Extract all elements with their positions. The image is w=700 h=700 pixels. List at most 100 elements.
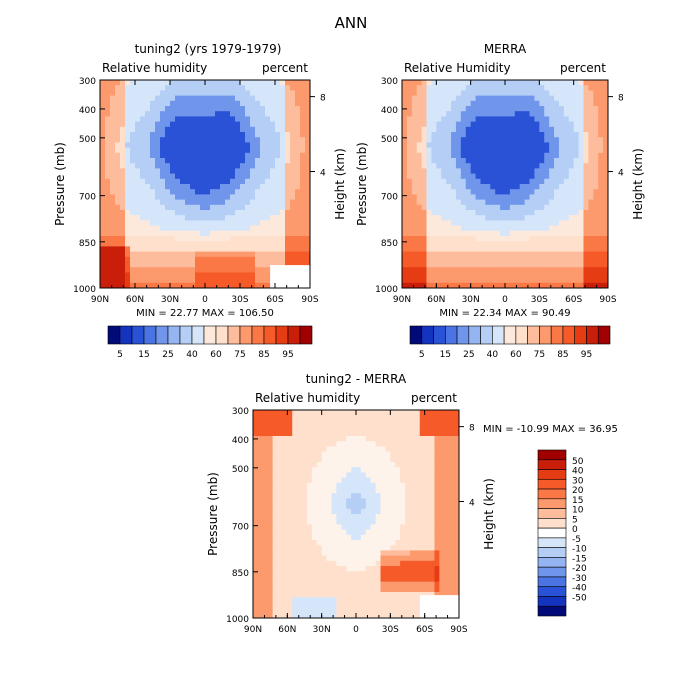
heatmap-cell [145,121,151,128]
heatmap-cell [573,256,579,263]
heatmap-cell [253,472,259,478]
heatmap-cell [505,236,511,242]
heatmap-cell [115,90,121,96]
heatmap-cell [311,560,318,567]
heatmap-cell [480,80,486,86]
heatmap-cell [351,425,357,432]
heatmap-cell [573,204,579,211]
heatmap-cell [292,534,298,541]
heatmap-cell [210,251,216,258]
heatmap-cell [524,251,530,258]
heatmap-cell [480,184,486,190]
heatmap-cell [539,158,545,164]
heatmap-cell [544,85,550,91]
heatmap-cell [524,158,530,164]
heatmap-cell [316,503,323,510]
heatmap-cell [544,116,550,122]
heatmap-cell [460,262,467,268]
heatmap-cell [544,152,550,159]
heatmap-cell [416,168,423,174]
heatmap-cell [416,126,423,133]
heatmap-cell [395,420,401,426]
heatmap-cell [140,132,146,138]
heatmap-cell [220,189,226,195]
heatmap-cell [573,147,579,154]
heatmap-cell [321,597,327,603]
heatmap-cell [519,199,526,206]
heatmap-cell [411,194,418,200]
heatmap-cell [265,126,271,133]
heatmap-cell [419,482,426,489]
heatmap-cell [105,277,111,284]
heatmap-cell [360,425,367,432]
heatmap-cell [519,116,526,122]
heatmap-cell [431,241,437,247]
heatmap-cell [451,277,457,284]
heatmap-cell [105,147,111,154]
heatmap-cell [563,116,570,122]
heatmap-cell [115,220,121,226]
heatmap-cell [603,189,609,195]
heatmap-cell [588,189,594,195]
heatmap-cell [409,602,416,608]
heatmap-cell [135,215,141,221]
heatmap-cell [260,282,266,289]
heatmap-cell [170,178,176,185]
heatmap-cell [395,581,401,588]
heatmap-cell [475,152,481,159]
heatmap-cell [426,256,432,263]
heatmap-cell [321,581,327,588]
heatmap-cell [375,410,381,416]
heatmap-cell [460,158,467,164]
heatmap-cell [195,168,201,174]
heatmap-cell [165,225,171,232]
heatmap-cell [115,106,121,112]
heatmap-cell [400,550,406,556]
heatmap-cell [331,488,337,494]
heatmap-cell [365,514,372,520]
heatmap-cell [110,80,116,86]
heatmap-cell [260,220,266,226]
heatmap-cell [255,163,261,169]
heatmap-cell [275,184,281,190]
heatmap-cell [240,132,246,138]
heatmap-cell [426,111,432,117]
heatmap-cell [341,441,347,447]
heatmap-cell [539,184,545,190]
heatmap-cell [519,100,526,107]
heatmap-cell [578,220,584,226]
heatmap-cell [451,189,457,195]
heatmap-cell [554,189,560,195]
heatmap-cell [300,142,306,148]
heatmap-cell [411,199,418,206]
heatmap-cell [220,163,226,169]
heatmap-cell [411,116,418,122]
heatmap-cell [267,529,274,536]
heatmap-cell [405,451,411,458]
heatmap-cell [321,493,327,499]
heatmap-cell [593,142,599,148]
heatmap-cell [170,111,176,117]
heatmap-cell [145,282,151,289]
heatmap-cell [429,410,435,416]
heatmap-cell [170,173,176,180]
heatmap-cell [311,456,318,463]
heatmap-cell [120,121,126,128]
heatmap-cell [170,215,176,221]
heatmap-cell [115,277,121,284]
heatmap-cell [436,158,442,164]
heatmap-cell [416,142,423,148]
heatmap-cell [465,126,472,133]
heatmap-cell [524,256,530,263]
heatmap-cell [260,80,266,86]
heatmap-cell [130,80,136,86]
heatmap-cell [455,126,462,133]
heatmap-cell [195,241,201,247]
heatmap-cell [260,204,266,211]
heatmap-cell [150,168,156,174]
heatmap-cell [351,545,357,551]
heatmap-cell [150,189,156,195]
heatmap-cell [549,277,555,284]
heatmap-cell [475,277,481,284]
